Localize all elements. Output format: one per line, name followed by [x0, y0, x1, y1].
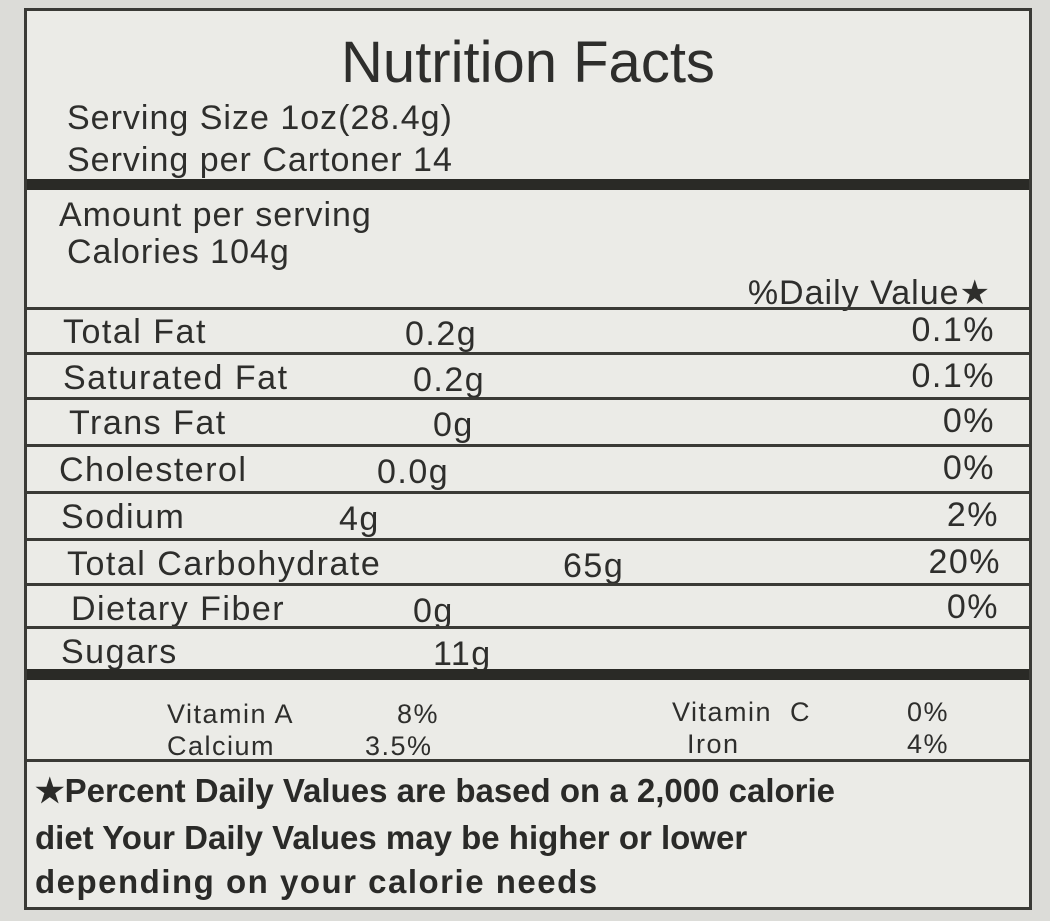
nutrient-row: Saturated Fat 0.2g 0.1%	[27, 355, 1029, 400]
nutrient-amount: 0g	[413, 592, 454, 630]
vitamin-c-label: Vitamin C	[672, 697, 812, 727]
thick-divider	[27, 669, 1029, 680]
footnote-line: ★Percent Daily Values are based on a 2,0…	[35, 772, 836, 809]
calcium-label: Calcium	[167, 731, 276, 761]
iron-value: 4%	[907, 729, 950, 759]
calcium-value: 3.5%	[365, 731, 433, 761]
nutrient-dv: 0%	[942, 449, 995, 487]
nutrient-amount: 0.0g	[377, 453, 450, 491]
daily-value-header: %Daily Value★	[747, 274, 991, 312]
nutrient-row: Total Fat 0.2g 0.1%	[27, 309, 1029, 354]
nutrient-dv: 0%	[946, 588, 999, 626]
divider	[27, 491, 1029, 494]
nutrient-name: Cholesterol	[59, 451, 248, 489]
divider	[27, 352, 1029, 355]
thick-divider	[27, 179, 1029, 190]
iron-label: Iron	[687, 729, 740, 759]
nutrient-dv: 0.1%	[911, 357, 995, 395]
nutrient-dv: 2%	[946, 496, 999, 534]
nutrient-row: Total Carbohydrate 65g 20%	[27, 541, 1029, 586]
nutrient-dv: 0.1%	[911, 311, 995, 349]
divider	[27, 759, 1029, 762]
vitamin-c-value: 0%	[907, 697, 950, 727]
nutrient-name: Saturated Fat	[63, 359, 289, 397]
nutrient-row: Dietary Fiber 0g 0%	[27, 586, 1029, 631]
nutrient-name: Total Fat	[63, 313, 207, 351]
divider	[27, 307, 1029, 310]
nutrient-name: Sugars	[61, 633, 178, 671]
nutrient-dv: 20%	[928, 543, 1001, 581]
vitamin-a-value: 8%	[397, 699, 440, 729]
divider	[27, 583, 1029, 586]
nutrient-amount: 65g	[563, 547, 625, 585]
nutrient-name: Total Carbohydrate	[67, 545, 382, 583]
label-title: Nutrition Facts	[341, 30, 715, 95]
servings-per-container: Serving per Cartoner 14	[67, 141, 453, 179]
nutrition-facts-label: Nutrition Facts Serving Size 1oz(28.4g) …	[24, 8, 1032, 910]
nutrient-row: Sodium 4g 2%	[27, 494, 1029, 539]
divider	[27, 397, 1029, 400]
nutrient-amount: 0.2g	[413, 361, 486, 399]
nutrient-amount: 4g	[339, 500, 380, 538]
nutrient-amount: 0.2g	[405, 315, 478, 353]
serving-size: Serving Size 1oz(28.4g)	[67, 99, 453, 137]
nutrient-name: Dietary Fiber	[71, 590, 286, 628]
nutrient-amount: 11g	[433, 635, 492, 673]
nutrient-row: Sugars 11g	[27, 629, 1029, 674]
nutrient-name: Sodium	[61, 498, 186, 536]
nutrient-amount: 0g	[433, 406, 474, 444]
footnote-line: depending on your calorie needs	[35, 863, 599, 900]
divider	[27, 626, 1029, 629]
calories: Calories 104g	[67, 233, 290, 271]
nutrient-row: Cholesterol 0.0g 0%	[27, 447, 1029, 492]
amount-per-serving: Amount per serving	[59, 196, 372, 234]
nutrient-dv: 0%	[942, 402, 995, 440]
divider	[27, 444, 1029, 447]
divider	[27, 538, 1029, 541]
nutrient-row: Trans Fat 0g 0%	[27, 400, 1029, 445]
nutrient-name: Trans Fat	[69, 404, 227, 442]
vitamin-a-label: Vitamin A	[167, 699, 295, 729]
footnote-line: diet Your Daily Values may be higher or …	[35, 819, 748, 856]
